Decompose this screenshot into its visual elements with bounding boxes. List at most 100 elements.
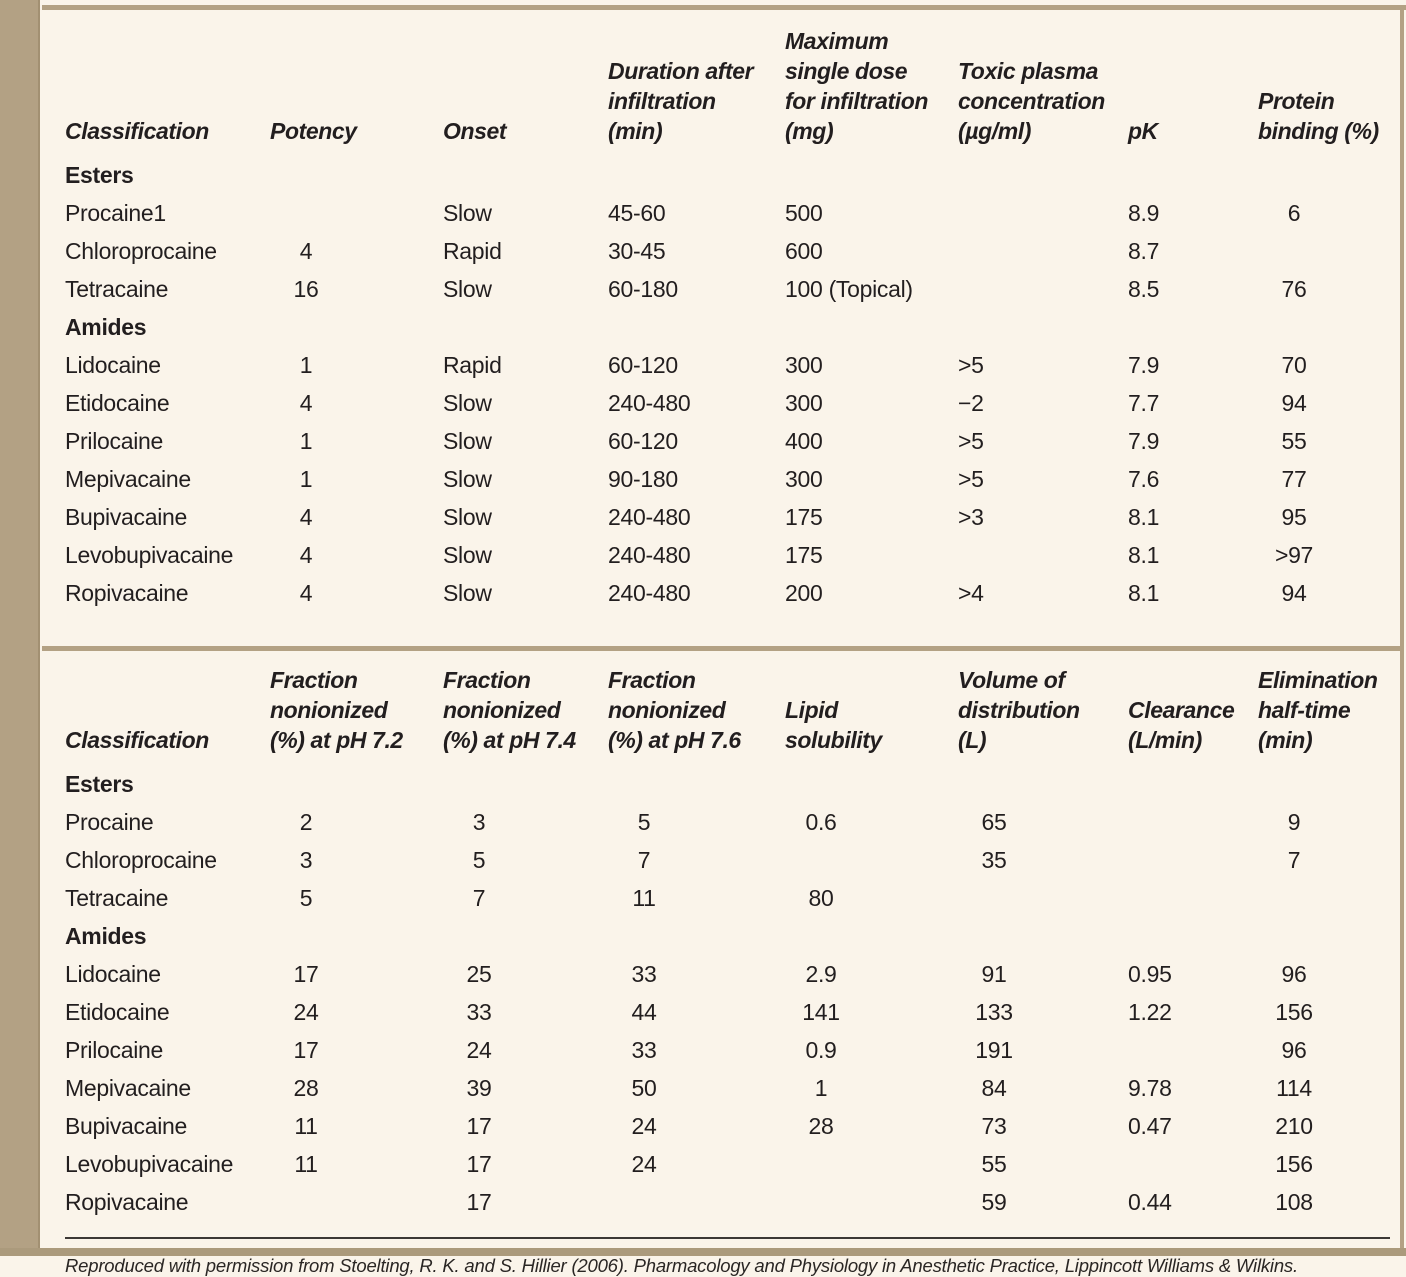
value-text: 44: [631, 999, 657, 1025]
value-cell: 300: [785, 390, 823, 416]
value-cell: [1128, 1145, 1258, 1183]
value-cell: 0.95: [1128, 961, 1172, 987]
value-cell: Rapid: [443, 352, 502, 378]
value-text: 11: [632, 885, 656, 911]
value-cell: >5: [958, 428, 984, 454]
value-text: 9: [1287, 809, 1301, 835]
value-text: 133: [975, 999, 1013, 1025]
value-text: 96: [1281, 1037, 1307, 1063]
value-cell: [1128, 803, 1258, 841]
section-label: Amides: [65, 314, 147, 340]
value-cell: 210: [1258, 1107, 1390, 1145]
value-cell: 35: [958, 841, 1128, 879]
anesthetic-properties-table-top: Classification Potency Onset Duration after…: [42, 10, 1400, 612]
value-cell: [270, 1183, 443, 1221]
column-header: Fraction nonionized (%) at pH 7.6: [608, 667, 741, 753]
value-cell: Slow: [443, 542, 492, 568]
value-cell: [270, 194, 443, 232]
value-cell: Slow: [443, 390, 492, 416]
value-text: 28: [293, 1075, 319, 1101]
value-cell: [1128, 1031, 1258, 1069]
drug-name-cell: Mepivacaine: [65, 466, 191, 492]
value-cell: [958, 194, 1128, 232]
value-cell: 3: [443, 803, 608, 841]
value-text: 4: [299, 504, 313, 530]
value-cell: 191: [958, 1031, 1128, 1069]
value-cell: 0.6: [785, 803, 958, 841]
value-cell: 4: [270, 574, 443, 612]
value-cell: 7.6: [1128, 466, 1160, 492]
column-header: Duration after infiltration (min): [608, 58, 754, 144]
value-cell: 6: [1258, 194, 1390, 232]
value-cell: 1: [785, 1069, 958, 1107]
value-cell: 11: [270, 1145, 443, 1183]
column-header: Clearance (L/min): [1128, 697, 1235, 753]
value-cell: 4: [270, 498, 443, 536]
value-cell: 240-480: [608, 580, 691, 606]
drug-name-cell: Bupivacaine: [65, 504, 188, 530]
drug-name-cell: Bupivacaine: [65, 1113, 188, 1139]
value-text: 1: [299, 428, 313, 454]
value-cell: 8.9: [1128, 200, 1160, 226]
value-text: 11: [294, 1151, 318, 1177]
value-cell: 500: [785, 200, 823, 226]
value-cell: 114: [1258, 1069, 1390, 1107]
value-text: 3: [472, 809, 486, 835]
value-text: 50: [631, 1075, 657, 1101]
value-cell: 76: [1258, 270, 1390, 308]
value-text: 94: [1281, 390, 1307, 416]
column-header: Fraction nonionized (%) at pH 7.2: [270, 667, 403, 753]
value-cell: Slow: [443, 428, 492, 454]
drug-name-cell: Lidocaine: [65, 352, 161, 378]
value-cell: 8.5: [1128, 276, 1160, 302]
value-text: 7: [1287, 847, 1301, 873]
value-text: 77: [1281, 466, 1307, 492]
value-cell: [1258, 879, 1390, 917]
value-cell: 96: [1258, 955, 1390, 993]
column-header: Onset: [443, 118, 507, 144]
anesthetic-properties-table-bottom: Classification Fraction nonionized (%) at…: [42, 665, 1400, 1221]
drug-name-cell: Mepivacaine: [65, 1075, 191, 1101]
value-cell: 11: [270, 1107, 443, 1145]
drug-name-cell: Chloroprocaine: [65, 847, 217, 873]
drug-name-cell: Levobupivacaine: [65, 542, 234, 568]
value-cell: 0.47: [1128, 1113, 1172, 1139]
value-cell: 240-480: [608, 390, 691, 416]
value-cell: 91: [958, 955, 1128, 993]
value-cell: 100 (Topical): [785, 276, 913, 302]
value-cell: 60-120: [608, 428, 678, 454]
value-text: 1: [814, 1075, 828, 1101]
drug-name-cell: Tetracaine: [65, 276, 169, 302]
drug-name-cell: Ropivacaine: [65, 1189, 189, 1215]
value-cell: 200: [785, 580, 823, 606]
value-text: 3: [299, 847, 313, 873]
value-cell: [785, 1183, 958, 1221]
value-cell: 2: [270, 803, 443, 841]
value-text: 156: [1275, 1151, 1313, 1177]
value-text: 94: [1281, 580, 1307, 606]
value-text: 0.6: [805, 809, 837, 835]
section-label: Esters: [65, 162, 134, 188]
column-header: pK: [1128, 118, 1158, 144]
value-text: 80: [808, 885, 834, 911]
value-text: 6: [1287, 200, 1301, 226]
value-text: 39: [466, 1075, 492, 1101]
value-cell: 95: [1258, 498, 1390, 536]
value-text: 17: [466, 1189, 492, 1215]
value-cell: 39: [443, 1069, 608, 1107]
column-header: Maximum single dose for infiltration (mg…: [785, 28, 929, 144]
value-cell: Rapid: [443, 238, 502, 264]
column-header: Lipid solubility: [785, 697, 882, 753]
value-text: 17: [293, 1037, 319, 1063]
value-cell: 96: [1258, 1031, 1390, 1069]
right-border-rule: [1400, 5, 1404, 1248]
value-text: >97: [1274, 542, 1314, 568]
value-cell: 73: [958, 1107, 1128, 1145]
value-cell: 300: [785, 352, 823, 378]
value-cell: 24: [608, 1107, 785, 1145]
value-cell: 7: [608, 841, 785, 879]
value-cell: 108: [1258, 1183, 1390, 1221]
value-cell: 17: [443, 1145, 608, 1183]
value-text: 4: [299, 238, 313, 264]
